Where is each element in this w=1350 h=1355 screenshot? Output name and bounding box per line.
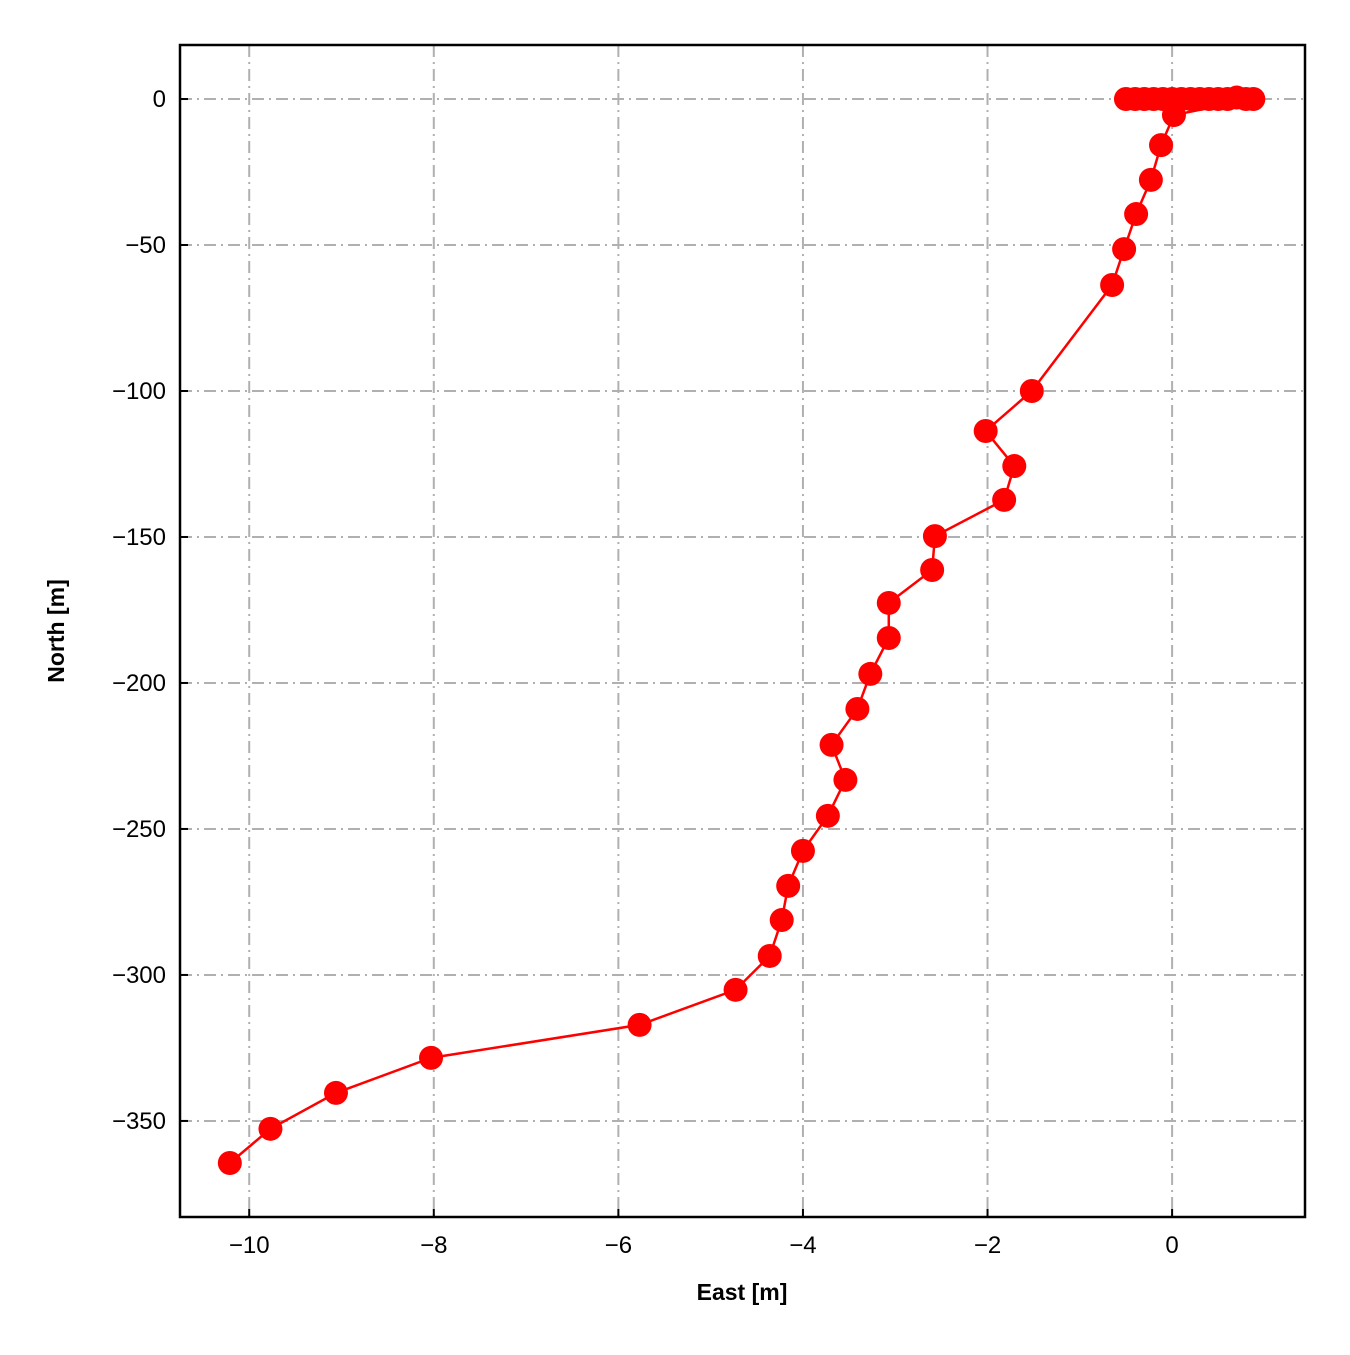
marker bbox=[1138, 167, 1163, 192]
y-tick-label: −300 bbox=[112, 962, 166, 989]
x-tick-label: −10 bbox=[229, 1232, 270, 1259]
marker bbox=[1241, 87, 1266, 112]
marker bbox=[973, 418, 998, 443]
marker bbox=[776, 873, 801, 898]
marker bbox=[845, 696, 870, 721]
y-tick-label: 0 bbox=[153, 86, 166, 113]
y-tick-label: −350 bbox=[112, 1108, 166, 1135]
x-tick-label: −8 bbox=[420, 1232, 447, 1259]
plot-frame bbox=[178, 43, 1307, 1219]
x-tick-label: −6 bbox=[605, 1232, 632, 1259]
marker bbox=[323, 1080, 348, 1105]
marker bbox=[1124, 202, 1149, 227]
marker bbox=[790, 838, 815, 863]
marker bbox=[627, 1012, 652, 1037]
marker bbox=[769, 908, 794, 933]
marker bbox=[815, 803, 840, 828]
marker bbox=[757, 943, 782, 968]
y-tick-label: −250 bbox=[112, 816, 166, 843]
y-tick-label: −200 bbox=[112, 670, 166, 697]
marker bbox=[920, 557, 945, 582]
marker bbox=[1149, 133, 1174, 158]
y-axis-label: North [m] bbox=[43, 579, 69, 682]
marker bbox=[217, 1150, 242, 1175]
marker bbox=[1161, 103, 1186, 128]
marker bbox=[876, 590, 901, 615]
line bbox=[229, 96, 1254, 1164]
marker bbox=[922, 524, 947, 549]
marker bbox=[819, 732, 844, 757]
marker bbox=[1002, 454, 1027, 479]
marker bbox=[858, 661, 883, 686]
marker bbox=[833, 767, 858, 792]
marker bbox=[992, 487, 1017, 512]
x-tick-label: 0 bbox=[1165, 1232, 1178, 1259]
marker bbox=[258, 1116, 283, 1141]
y-tick-label: −50 bbox=[125, 232, 166, 259]
marker bbox=[1019, 378, 1044, 403]
y-tick-label: −100 bbox=[112, 378, 166, 405]
x-axis-label: East [m] bbox=[697, 1279, 788, 1305]
marker bbox=[419, 1045, 444, 1070]
y-tick-label: −150 bbox=[112, 524, 166, 551]
marker bbox=[1100, 273, 1125, 298]
x-tick-label: −2 bbox=[974, 1232, 1001, 1259]
marker bbox=[1112, 237, 1137, 262]
marker bbox=[723, 977, 748, 1002]
x-tick-label: −4 bbox=[789, 1232, 816, 1259]
marker bbox=[876, 626, 901, 651]
